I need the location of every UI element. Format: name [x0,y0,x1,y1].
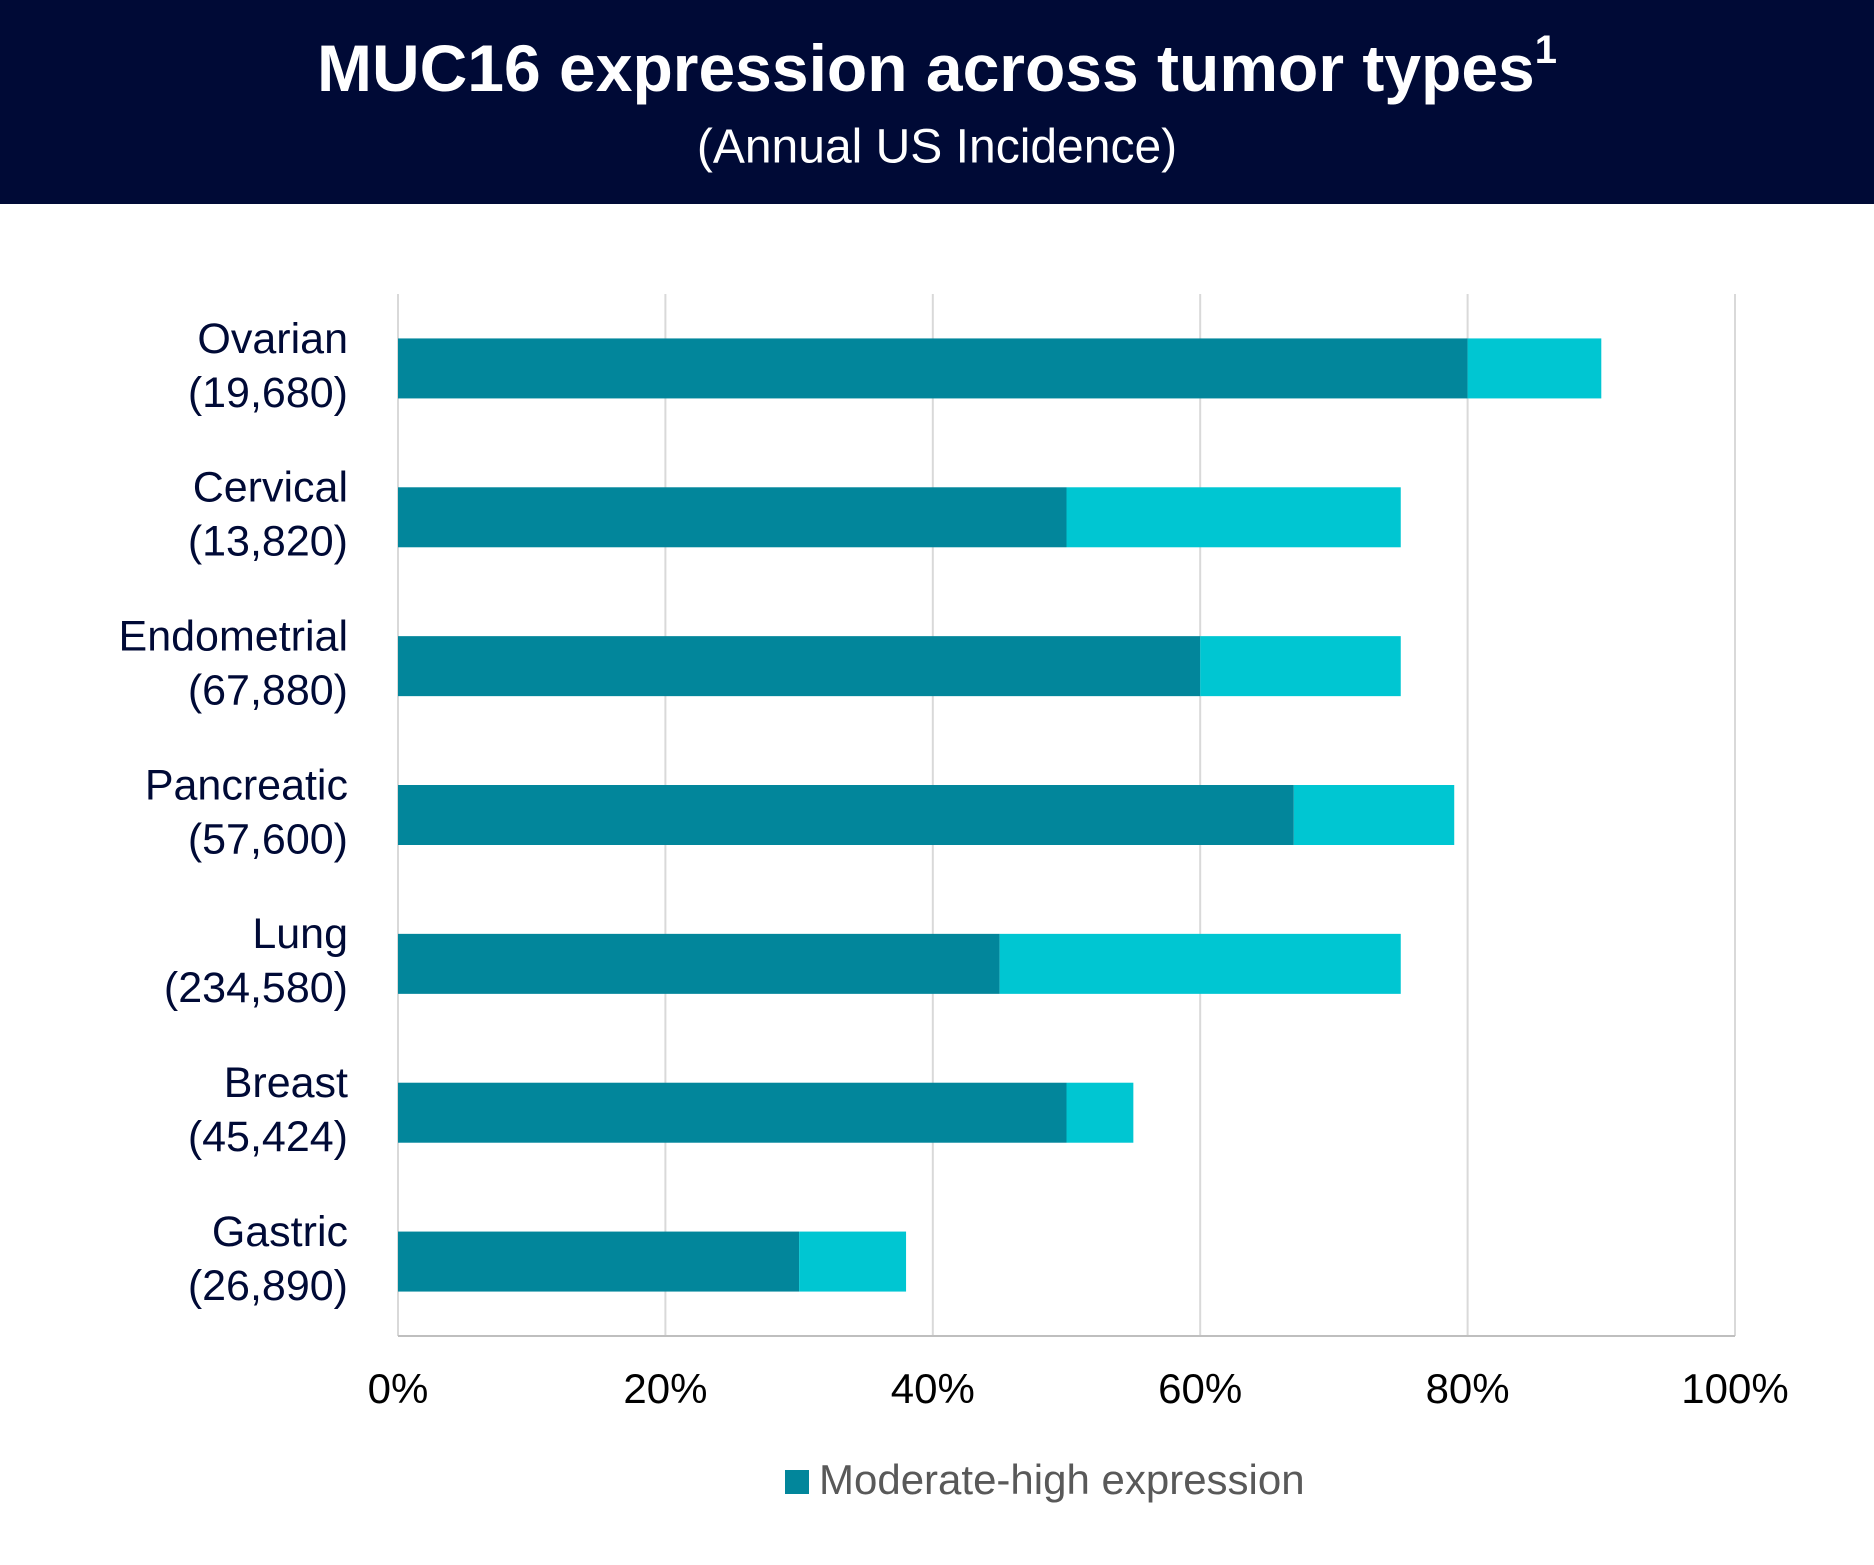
category-note: (234,580) [164,964,348,1012]
bar-segment [999,933,1401,994]
title-superscript: 1 [1535,28,1557,72]
category-label: Lung [252,910,348,958]
category-note: (45,424) [188,1113,348,1161]
legend-swatch [785,1470,809,1494]
bar-segment [398,487,1067,548]
bar-segment [398,1231,800,1292]
category-note: (67,880) [188,667,348,715]
bar-segment [1467,338,1602,399]
x-tick-label: 0% [368,1365,429,1412]
category-label: Ovarian [197,315,348,363]
category-label: Endometrial [119,613,348,661]
bar-segment [1200,636,1401,697]
x-tick-label: 60% [1158,1365,1242,1412]
bar-segment [1066,487,1401,548]
bar-segment [1293,785,1455,845]
chart-title: MUC16 expression across tumor types1 [317,28,1557,106]
title-text: MUC16 expression across tumor types [317,31,1535,105]
x-tick-label: 40% [891,1365,975,1412]
legend-label: Moderate-high expression [819,1456,1305,1503]
category-label: Gastric [212,1208,348,1256]
bar-segment [1066,1082,1134,1143]
x-tick-label: 80% [1426,1365,1510,1412]
bar-segment [398,338,1468,399]
category-note: (19,680) [188,369,348,417]
category-note: (13,820) [188,518,348,566]
bar-segment [398,1082,1067,1143]
category-label: Pancreatic [145,761,348,809]
chart-subtitle: (Annual US Incidence) [697,121,1177,174]
x-tick-label: 100% [1681,1365,1788,1412]
bar-segment [799,1231,907,1292]
category-note: (57,600) [188,815,348,863]
bar-segment [398,785,1294,845]
x-tick-label: 20% [623,1365,707,1412]
category-note: (26,890) [188,1262,348,1310]
bar-segment [398,933,1000,994]
category-label: Cervical [193,464,348,512]
header-band [0,0,1874,204]
category-label: Breast [224,1059,348,1107]
bar-segment [398,636,1201,697]
